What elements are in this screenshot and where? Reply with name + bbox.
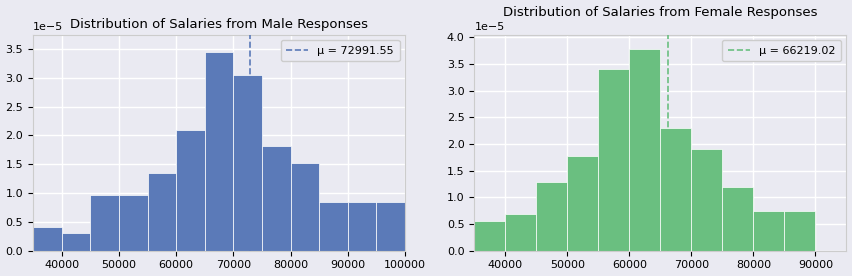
- Bar: [233, 75, 262, 251]
- Bar: [262, 146, 291, 251]
- Bar: [147, 173, 176, 251]
- Bar: [119, 195, 147, 251]
- Bar: [630, 49, 660, 251]
- Bar: [785, 211, 815, 251]
- Bar: [90, 195, 119, 251]
- Bar: [753, 211, 785, 251]
- Bar: [61, 233, 90, 251]
- Bar: [204, 52, 233, 251]
- Bar: [377, 202, 405, 251]
- Bar: [537, 182, 567, 251]
- Bar: [505, 214, 537, 251]
- Bar: [567, 156, 598, 251]
- Bar: [598, 69, 630, 251]
- Legend: μ = 72991.55: μ = 72991.55: [280, 40, 400, 61]
- Bar: [348, 202, 377, 251]
- Bar: [722, 187, 753, 251]
- Bar: [33, 227, 61, 251]
- Title: Distribution of Salaries from Male Responses: Distribution of Salaries from Male Respo…: [70, 18, 368, 31]
- Bar: [475, 221, 505, 251]
- Title: Distribution of Salaries from Female Responses: Distribution of Salaries from Female Res…: [504, 6, 818, 18]
- Bar: [176, 130, 204, 251]
- Legend: μ = 66219.02: μ = 66219.02: [722, 40, 841, 61]
- Bar: [291, 163, 320, 251]
- Bar: [660, 128, 692, 251]
- Bar: [320, 202, 348, 251]
- Bar: [692, 149, 722, 251]
